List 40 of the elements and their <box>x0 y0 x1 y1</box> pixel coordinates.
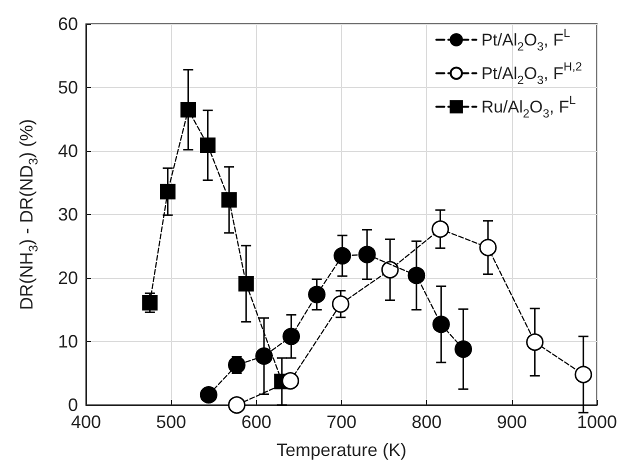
y-tick-label: 40 <box>58 141 78 161</box>
y-tick-label: 50 <box>58 78 78 98</box>
point <box>332 295 350 313</box>
point <box>142 295 158 311</box>
point <box>574 366 592 384</box>
point <box>238 276 254 292</box>
y-tick-label: 20 <box>58 268 78 288</box>
point <box>408 266 426 284</box>
point <box>334 247 352 265</box>
x-tick-label: 700 <box>326 412 357 432</box>
point <box>526 333 544 351</box>
point <box>180 102 196 118</box>
x-tick-label: 600 <box>241 412 272 432</box>
point <box>381 261 399 278</box>
point <box>308 286 326 304</box>
point <box>358 246 376 264</box>
point <box>160 184 176 200</box>
point <box>432 316 450 334</box>
point <box>454 340 472 358</box>
point <box>200 386 218 404</box>
point <box>221 192 237 208</box>
point <box>228 396 246 414</box>
x-tick-label: 800 <box>412 412 442 432</box>
x-tick-label: 400 <box>70 412 102 432</box>
y-tick-label: 30 <box>58 204 78 224</box>
y-axis-title: DR(NH3) - DR(ND3) (%) <box>16 119 40 310</box>
x-axis-title: Temperature (K) <box>276 440 407 460</box>
y-tick-label: 10 <box>58 332 78 352</box>
point <box>479 238 497 256</box>
x-tick-label: 1000 <box>576 412 618 432</box>
point <box>228 356 246 374</box>
point <box>200 138 216 154</box>
x-tick-label: 900 <box>496 412 527 432</box>
y-tick-label: 60 <box>58 14 78 34</box>
point <box>282 372 300 390</box>
point <box>255 347 273 365</box>
y-tick-label: 0 <box>68 395 78 415</box>
point <box>432 220 450 238</box>
x-tick-label: 500 <box>156 412 186 432</box>
point <box>282 328 300 346</box>
